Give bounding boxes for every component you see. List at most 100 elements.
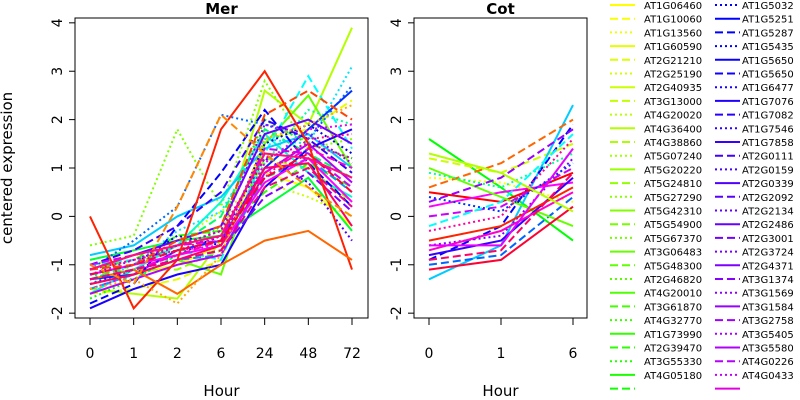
x-tick-label: 0	[425, 346, 434, 362]
legend-label: AT4G20020	[644, 111, 702, 122]
legend-label: AT5G54900	[644, 220, 702, 231]
series-line	[429, 148, 574, 247]
legend-label: AT3G5580	[742, 344, 794, 355]
legend-label: AT1G10060	[644, 15, 702, 26]
legend-label: AT3G1374	[742, 275, 794, 286]
legend-label: AT2G46820	[644, 275, 702, 286]
panel-title: Mer	[205, 0, 238, 18]
legend-label: AT3G61870	[644, 302, 702, 313]
series-line	[89, 166, 353, 281]
series-line	[428, 152, 574, 189]
series-line	[89, 65, 353, 286]
y-tick-label: 4	[389, 18, 405, 27]
legend-label: AT2G2486	[742, 220, 794, 231]
series-line	[428, 186, 574, 242]
y-tick-label: 2	[50, 115, 66, 124]
legend-label: AT2G2092	[742, 193, 794, 204]
legend-label: AT4G38860	[644, 138, 702, 149]
legend-label: AT3G2758	[742, 316, 794, 327]
panel-title: Cot	[486, 0, 514, 18]
x-tick-label: 72	[343, 346, 361, 362]
legend-label: AT5G42310	[644, 207, 702, 218]
series-line	[89, 152, 353, 276]
legend-label: AT4G0226	[742, 357, 794, 368]
legend-label: AT1G5435	[742, 42, 794, 53]
x-tick-label: 0	[86, 346, 95, 362]
y-tick-label: 0	[389, 212, 405, 221]
series-line	[428, 172, 574, 261]
legend-label: AT1G7546	[742, 124, 794, 135]
series-line	[428, 167, 574, 228]
x-tick-label: 1	[129, 346, 138, 362]
legend-label: AT4G05180	[644, 371, 702, 382]
legend-label: AT2G21210	[644, 56, 702, 67]
x-tick-label: 6	[569, 346, 578, 362]
legend-label: AT5G24810	[644, 179, 702, 190]
series-line	[89, 152, 353, 271]
legend-label: AT1G5650	[742, 56, 794, 67]
legend-label: AT1G13560	[644, 28, 702, 39]
series-line	[89, 123, 353, 276]
legend-label: AT1G7082	[742, 111, 794, 122]
legend-label: AT5G27290	[644, 193, 702, 204]
x-axis-label: Hour	[482, 382, 519, 400]
y-tick-label: -1	[50, 258, 66, 272]
legend-label: AT1G5251	[742, 15, 794, 26]
legend-label: AT4G36400	[644, 124, 702, 135]
series-line	[428, 118, 574, 189]
legend-label: AT1G5032	[742, 1, 794, 12]
legend-label: AT2G3724	[742, 248, 794, 259]
x-tick-label: 1	[497, 346, 506, 362]
legend-label: AT5G07240	[644, 152, 702, 163]
y-tick-label: 1	[50, 164, 66, 173]
series-line	[89, 113, 353, 286]
legend-label: AT3G1584	[742, 302, 794, 313]
legend-label: AT2G3001	[742, 234, 794, 245]
series-line	[89, 108, 353, 281]
legend-label: AT5G67370	[644, 234, 702, 245]
legend-label: AT2G0111	[742, 152, 794, 163]
plot-frame	[413, 17, 588, 319]
legend-label: AT2G25190	[644, 70, 702, 81]
series-line	[428, 133, 574, 228]
legend-label: AT1G73990	[644, 330, 702, 341]
legend-label: AT2G0159	[742, 165, 794, 176]
legend-label: AT3G5405	[742, 330, 794, 341]
legend-label: AT1G5287	[742, 28, 794, 39]
legend-label: AT1G60590	[644, 42, 702, 53]
series-line	[428, 205, 574, 271]
legend-label: AT1G06460	[644, 1, 702, 12]
series-line	[428, 181, 574, 208]
legend-label: AT2G40935	[644, 83, 702, 94]
series-line	[89, 181, 353, 266]
legend-label: AT2G39470	[644, 344, 702, 355]
series-line	[428, 128, 574, 203]
legend-label: AT2G2134	[742, 207, 794, 218]
y-tick-label: 2	[389, 115, 405, 124]
legend-label: AT5G20220	[644, 165, 702, 176]
series-line	[428, 138, 574, 242]
legend-label: AT1G6477	[742, 83, 794, 94]
legend-label: AT2G0339	[742, 179, 794, 190]
panel-cot: Cot -2 -1 0 1 2 3 4 0 1 6 Hour	[389, 0, 588, 400]
panel-mer: Mer -2 -1 0 1 2 3 4 0 1 2 6 24 48 72 Hour centered expre…	[0, 0, 369, 400]
y-tick-label: 3	[50, 67, 66, 76]
y-tick-label: -1	[389, 258, 405, 272]
series-line	[89, 89, 353, 271]
y-tick-label: 4	[50, 18, 66, 27]
x-axis-label: Hour	[203, 382, 240, 400]
legend-label: AT3G1569	[742, 289, 794, 300]
series-line	[89, 162, 353, 286]
legend-label: AT5G48300	[644, 261, 702, 272]
legend-label: AT2G4371	[742, 261, 794, 272]
legend-label: AT4G0433	[742, 371, 794, 382]
series-line	[89, 132, 353, 257]
y-tick-label: -2	[389, 306, 405, 320]
series-line	[89, 162, 353, 271]
x-tick-label: 24	[256, 346, 274, 362]
x-tick-label: 48	[299, 346, 317, 362]
x-tick-label: 6	[217, 346, 226, 362]
legend: AT1G06460 AT1G10060 AT1G13560 AT1G60590 AT2G…	[610, 1, 794, 390]
y-tick-label: 0	[50, 212, 66, 221]
